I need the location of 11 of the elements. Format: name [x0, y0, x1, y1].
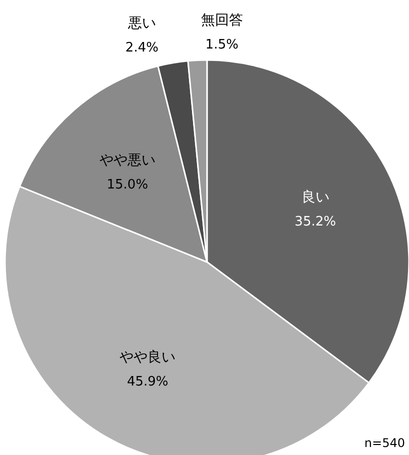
slice-label: やや良い	[120, 350, 176, 366]
data-label: 45.9%	[126, 374, 168, 390]
data-label: 15.0%	[106, 178, 148, 193]
text: n=540	[364, 436, 405, 450]
slice-label: 悪い	[126, 15, 156, 32]
slice-label: 良い	[301, 190, 330, 206]
slice-label: 無回答	[200, 12, 243, 28]
data-label: 2.4%	[125, 40, 158, 56]
slice-label: やや悪い	[99, 152, 156, 169]
data-label: 35.2%	[294, 214, 336, 230]
data-label: 1.5%	[205, 37, 238, 52]
